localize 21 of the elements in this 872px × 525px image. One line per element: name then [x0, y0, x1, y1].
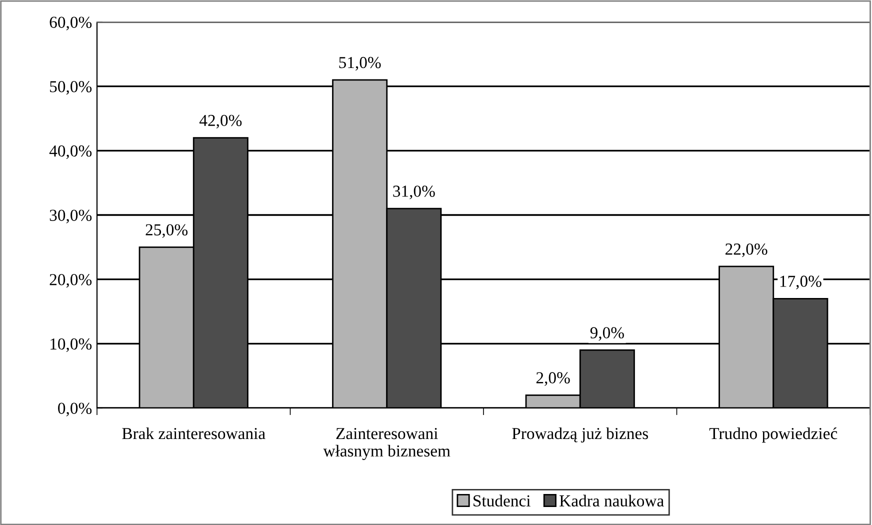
data-label: 2,0% — [536, 372, 570, 386]
legend-label: Studenci — [474, 494, 530, 507]
y-tick-label: 40,0% — [49, 145, 92, 160]
x-tick-label: Zainteresowani własnym biznesem — [323, 428, 450, 460]
y-tick-label: 20,0% — [50, 274, 92, 288]
x-tick-label: Trudno powiedzieć — [709, 427, 838, 443]
data-label: 42,0% — [199, 114, 242, 128]
legend-label: Kadra naukowa — [560, 494, 664, 507]
x-tick-label: Brak zainteresowania — [122, 427, 266, 440]
y-tick-label: 50,0% — [50, 81, 92, 95]
data-label: 9,0% — [590, 327, 624, 341]
data-label: 51,0% — [339, 56, 381, 71]
data-label: 22,0% — [726, 244, 768, 258]
data-label: 17,0% — [780, 276, 822, 290]
y-tick-label: 10,0% — [50, 338, 92, 352]
y-tick-label: 0,0% — [58, 402, 92, 416]
y-tick-label: 30,0% — [50, 210, 92, 224]
y-tick-label: 60,0% — [50, 16, 92, 30]
data-label: 25,0% — [146, 224, 188, 238]
x-tick-label: Prowadzą już biznes — [512, 427, 648, 443]
data-label: 31,0% — [393, 186, 435, 200]
